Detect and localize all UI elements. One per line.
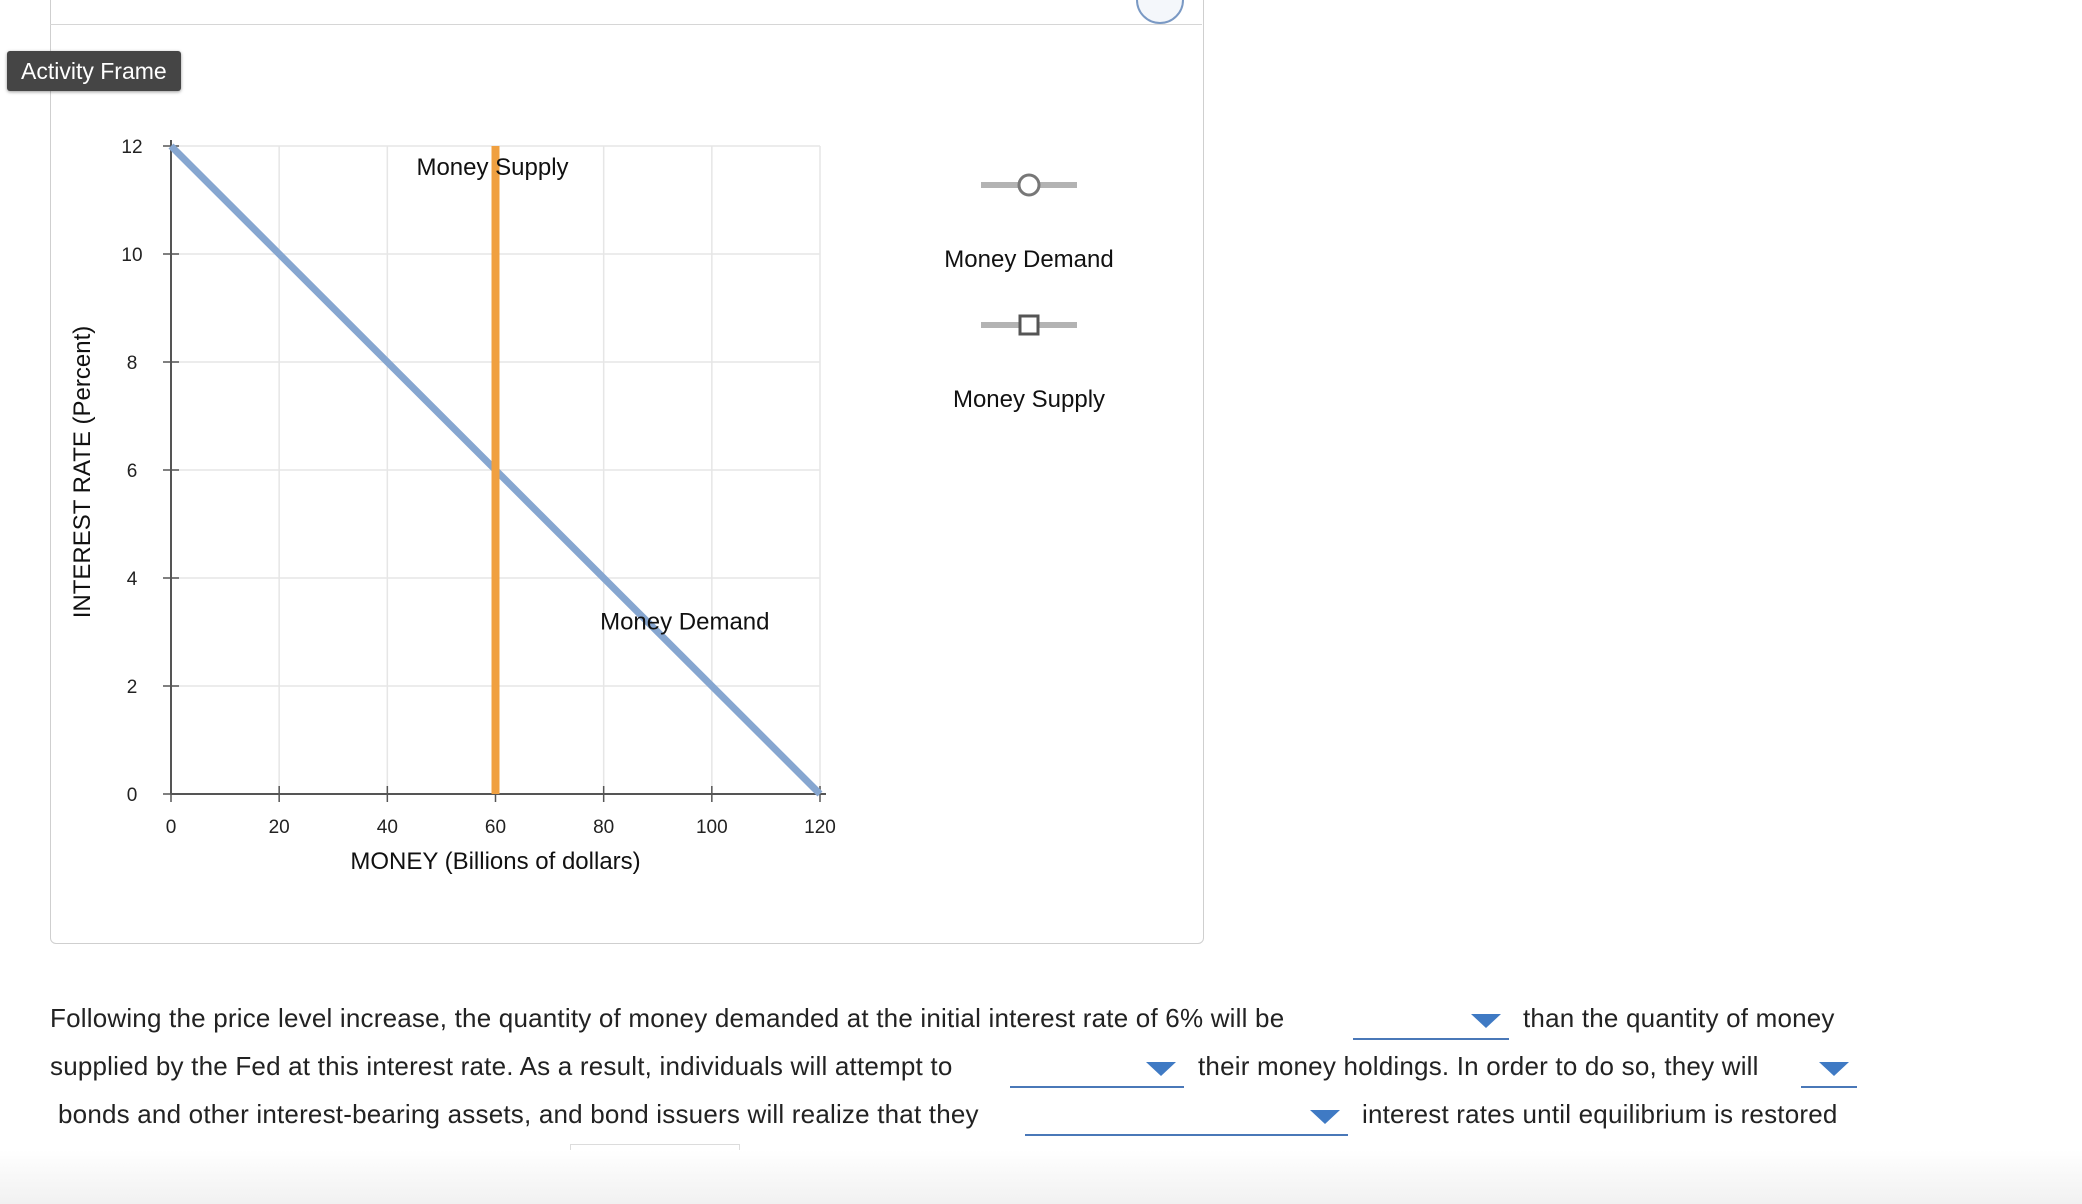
- y-tick-label-4: 8: [127, 353, 138, 374]
- activity-frame-tag: Activity Frame: [7, 51, 181, 91]
- y-tick-label-6: 12: [121, 137, 142, 158]
- x-tick-label-3: 60: [485, 817, 506, 838]
- x-axis-title: MONEY (Billions of dollars): [350, 848, 640, 875]
- frame-header-divider: [50, 24, 1202, 25]
- question-text-2b: their money holdings. In order to do so,…: [1198, 1051, 1759, 1081]
- question-text-3b: interest rates until equilibrium is rest…: [1362, 1099, 1838, 1129]
- legend-item-money-supply[interactable]: Money Supply: [953, 314, 1105, 413]
- money-supply-curve-label: Money Supply: [416, 154, 568, 181]
- x-tick-label-0: 0: [166, 817, 177, 838]
- x-tick-label-1: 20: [269, 817, 290, 838]
- legend-label-money-supply: Money Supply: [953, 386, 1105, 413]
- bonds-action-dropdown[interactable]: [1801, 1050, 1857, 1088]
- legend-label-money-demand: Money Demand: [944, 246, 1113, 273]
- y-tick-label-5: 10: [121, 245, 142, 266]
- square-handle-icon[interactable]: [1018, 314, 1040, 336]
- y-tick-label-2: 4: [127, 569, 138, 590]
- tick-labels: 0 20 40 60 80 100 120 0 2 4 6 8 10 12: [121, 137, 835, 838]
- y-tick-label-3: 6: [127, 461, 138, 482]
- question-text-3a: bonds and other interest-bearing assets,…: [58, 1099, 979, 1129]
- legend: Money Demand Money Supply: [944, 173, 1114, 413]
- question-line-2: supplied by the Fed at this interest rat…: [50, 1042, 2000, 1090]
- x-tick-label-2: 40: [377, 817, 398, 838]
- interest-rate-action-dropdown[interactable]: [1025, 1098, 1348, 1136]
- circle-handle-icon[interactable]: [1017, 173, 1041, 197]
- question-text: Following the price level increase, the …: [50, 994, 2000, 1186]
- question-text-1b: than the quantity of money: [1523, 1003, 1835, 1033]
- question-text-4-end: .: [748, 1147, 756, 1177]
- money-demand-curve-label: Money Demand: [600, 608, 769, 635]
- question-line-1: Following the price level increase, the …: [50, 994, 2000, 1042]
- x-tick-label-5: 100: [696, 817, 728, 838]
- question-text-4a: in the money market at an interest rate …: [50, 1147, 533, 1177]
- y-tick-label-0: 0: [127, 785, 138, 806]
- comparison-dropdown[interactable]: [1353, 1002, 1509, 1040]
- activity-frame: [50, 0, 1204, 944]
- x-tick-label-4: 80: [593, 817, 614, 838]
- holdings-action-dropdown[interactable]: [1010, 1050, 1184, 1088]
- chevron-down-icon: [1819, 1062, 1849, 1076]
- chevron-down-icon: [1471, 1014, 1501, 1028]
- question-line-4: in the money market at an interest rate …: [50, 1138, 2000, 1186]
- question-text-2a: supplied by the Fed at this interest rat…: [50, 1051, 953, 1081]
- x-tick-label-6: 120: [804, 817, 836, 838]
- y-tick-label-1: 2: [127, 677, 138, 698]
- equilibrium-rate-input[interactable]: %: [570, 1144, 740, 1180]
- question-text-1a: Following the price level increase, the …: [50, 1003, 1285, 1033]
- y-axis-title: INTEREST RATE (Percent): [69, 326, 96, 619]
- legend-item-money-demand[interactable]: Money Demand: [944, 173, 1114, 273]
- question-line-3: bonds and other interest-bearing assets,…: [50, 1090, 2000, 1138]
- chevron-down-icon: [1146, 1062, 1176, 1076]
- curves[interactable]: [168, 143, 823, 797]
- chevron-down-icon: [1310, 1110, 1340, 1124]
